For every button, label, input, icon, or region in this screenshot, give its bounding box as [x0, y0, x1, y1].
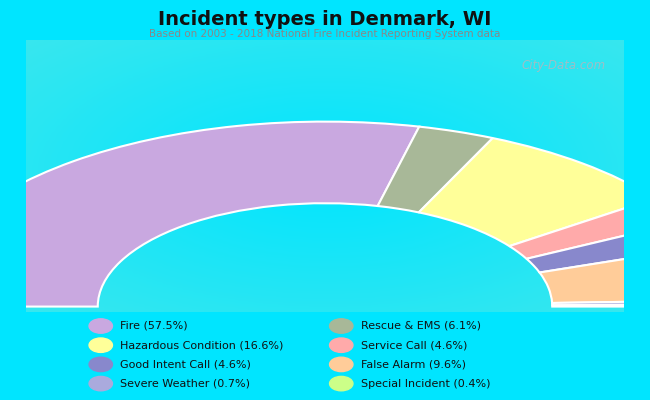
Wedge shape	[378, 127, 493, 212]
Text: City-Data.com: City-Data.com	[522, 59, 606, 72]
Wedge shape	[526, 221, 650, 272]
Text: Service Call (4.6%): Service Call (4.6%)	[361, 340, 467, 350]
Wedge shape	[0, 122, 419, 306]
Text: Based on 2003 - 2018 National Fire Incident Reporting System data: Based on 2003 - 2018 National Fire Incid…	[150, 29, 500, 39]
Wedge shape	[552, 304, 650, 306]
Text: Good Intent Call (4.6%): Good Intent Call (4.6%)	[120, 359, 251, 370]
Text: Severe Weather (0.7%): Severe Weather (0.7%)	[120, 378, 250, 389]
Wedge shape	[419, 138, 650, 246]
Text: Incident types in Denmark, WI: Incident types in Denmark, WI	[159, 10, 491, 29]
Wedge shape	[552, 300, 650, 305]
Text: Hazardous Condition (16.6%): Hazardous Condition (16.6%)	[120, 340, 283, 350]
Text: Fire (57.5%): Fire (57.5%)	[120, 321, 188, 331]
Wedge shape	[540, 246, 650, 303]
Wedge shape	[510, 198, 650, 259]
Text: False Alarm (9.6%): False Alarm (9.6%)	[361, 359, 466, 370]
Text: Rescue & EMS (6.1%): Rescue & EMS (6.1%)	[361, 321, 481, 331]
Text: Special Incident (0.4%): Special Incident (0.4%)	[361, 378, 490, 389]
